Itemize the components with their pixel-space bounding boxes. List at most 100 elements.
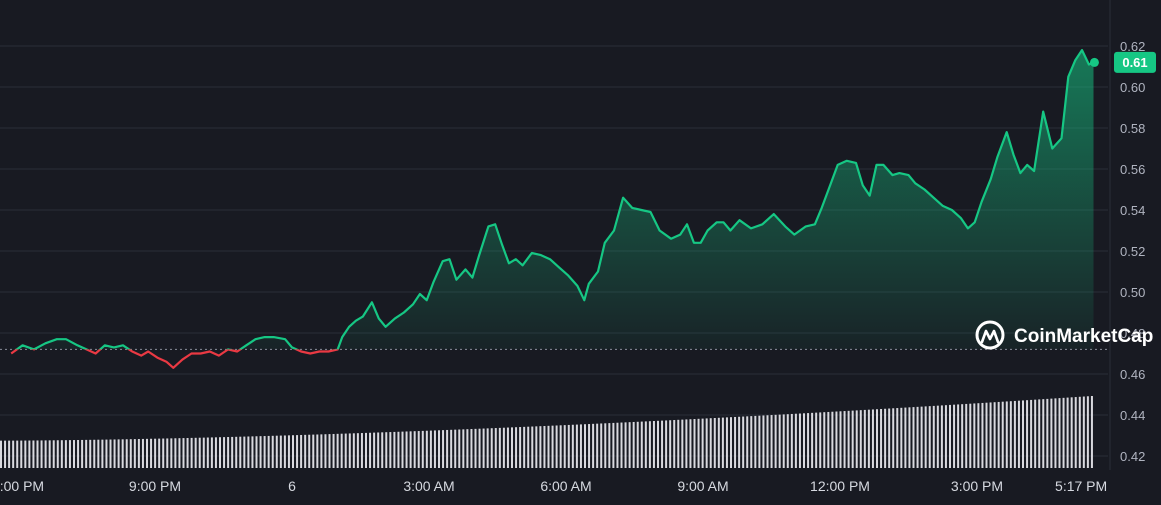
volume-bar <box>624 422 627 468</box>
volume-bar <box>28 440 31 468</box>
volume-bar <box>336 433 339 468</box>
volume-bar <box>957 404 960 468</box>
volume-bar <box>734 416 737 468</box>
volume-bar <box>486 428 489 468</box>
volume-bar <box>754 415 757 468</box>
volume-bar <box>766 415 769 468</box>
volume-bar <box>450 429 453 468</box>
volume-bar <box>689 419 692 468</box>
volume-bar <box>725 417 728 468</box>
volume-bar <box>381 432 384 468</box>
volume-bar <box>194 437 197 468</box>
volume-bar <box>762 415 765 468</box>
volume-bar <box>717 417 720 468</box>
volume-bar <box>612 422 615 468</box>
volume-bar <box>831 411 834 468</box>
volume-bar <box>283 435 286 468</box>
volume-bar <box>904 407 907 468</box>
volume-bar <box>279 435 282 468</box>
volume-bar <box>1038 399 1041 468</box>
y-tick-label: 0.60 <box>1120 80 1145 95</box>
volume-bar <box>332 433 335 468</box>
volume-bar <box>146 438 148 468</box>
volume-bar <box>600 423 603 468</box>
price-area <box>16 50 1094 350</box>
volume-bar <box>620 422 623 468</box>
volume-bar <box>592 423 595 468</box>
volume-bar <box>121 439 124 468</box>
volume-bar <box>150 438 153 468</box>
volume-bar <box>137 439 140 468</box>
volume-bar <box>60 440 63 468</box>
volume-bar <box>953 404 956 468</box>
volume-bar <box>794 413 797 468</box>
volume-bar <box>843 411 846 468</box>
volume-bar <box>308 434 311 468</box>
volume-bar <box>575 424 578 468</box>
volume-bar <box>433 430 436 468</box>
volume-bar <box>44 440 47 468</box>
volume-bar <box>932 405 935 468</box>
volume-bar <box>584 424 586 468</box>
watermark-text: CoinMarketCap <box>1014 326 1153 347</box>
volume-bar <box>596 423 599 468</box>
volume-bar <box>360 433 363 468</box>
volume-bar <box>1026 400 1029 468</box>
volume-bar <box>365 432 367 468</box>
volume-bar <box>320 434 323 468</box>
volume-bar <box>438 430 440 468</box>
volume-bar <box>16 440 19 468</box>
x-tick-label: 12:00 PM <box>810 478 870 494</box>
volume-bar <box>502 427 505 468</box>
volume-bar <box>758 415 761 468</box>
volume-bar <box>892 408 895 468</box>
volume-bar <box>705 418 708 468</box>
volume-bar <box>677 419 680 468</box>
y-tick-label: 0.48 <box>1120 326 1145 341</box>
volume-bar <box>555 425 558 468</box>
volume-bar <box>385 432 388 468</box>
volume-bar <box>973 403 976 468</box>
volume-bar <box>170 438 173 468</box>
volume-bar <box>48 440 51 468</box>
volume-bar <box>920 406 923 468</box>
volume-bar <box>141 438 144 468</box>
volume-bar <box>458 429 461 468</box>
volume-bar <box>251 436 254 468</box>
volume-bar <box>417 431 420 468</box>
volume-bar <box>989 402 992 468</box>
volume-bar <box>56 440 59 468</box>
volume-bar <box>669 420 672 468</box>
volume-bar <box>807 413 810 468</box>
volume-bar <box>377 432 380 468</box>
volume-bar <box>340 433 343 468</box>
volume-bar <box>24 440 27 468</box>
volume-bar <box>89 439 92 468</box>
volume-bar <box>287 435 290 468</box>
x-tick-label: 6 <box>288 478 296 494</box>
y-tick-label: 0.62 <box>1120 39 1145 54</box>
volume-bar <box>681 419 684 468</box>
volume-bar <box>210 437 213 468</box>
volume-bar <box>1042 399 1045 468</box>
volume-bar <box>559 425 562 468</box>
volume-bar <box>632 421 635 468</box>
volume-bar <box>928 406 931 468</box>
volume-bar <box>8 440 11 468</box>
volume-bar <box>1013 400 1016 468</box>
volume-bar <box>786 414 789 468</box>
volume-bar <box>162 438 165 468</box>
volume-bar <box>944 405 947 468</box>
y-tick-label: 0.50 <box>1120 285 1145 300</box>
volume-bar <box>790 413 793 468</box>
volume-bar <box>867 409 870 468</box>
volume-bar <box>908 407 911 468</box>
volume-bar <box>32 440 35 468</box>
volume-bar <box>442 430 445 468</box>
volume-bar <box>356 433 359 468</box>
volume-bar <box>1009 401 1012 468</box>
volume-bar <box>409 431 412 468</box>
volume-bar <box>101 439 104 468</box>
